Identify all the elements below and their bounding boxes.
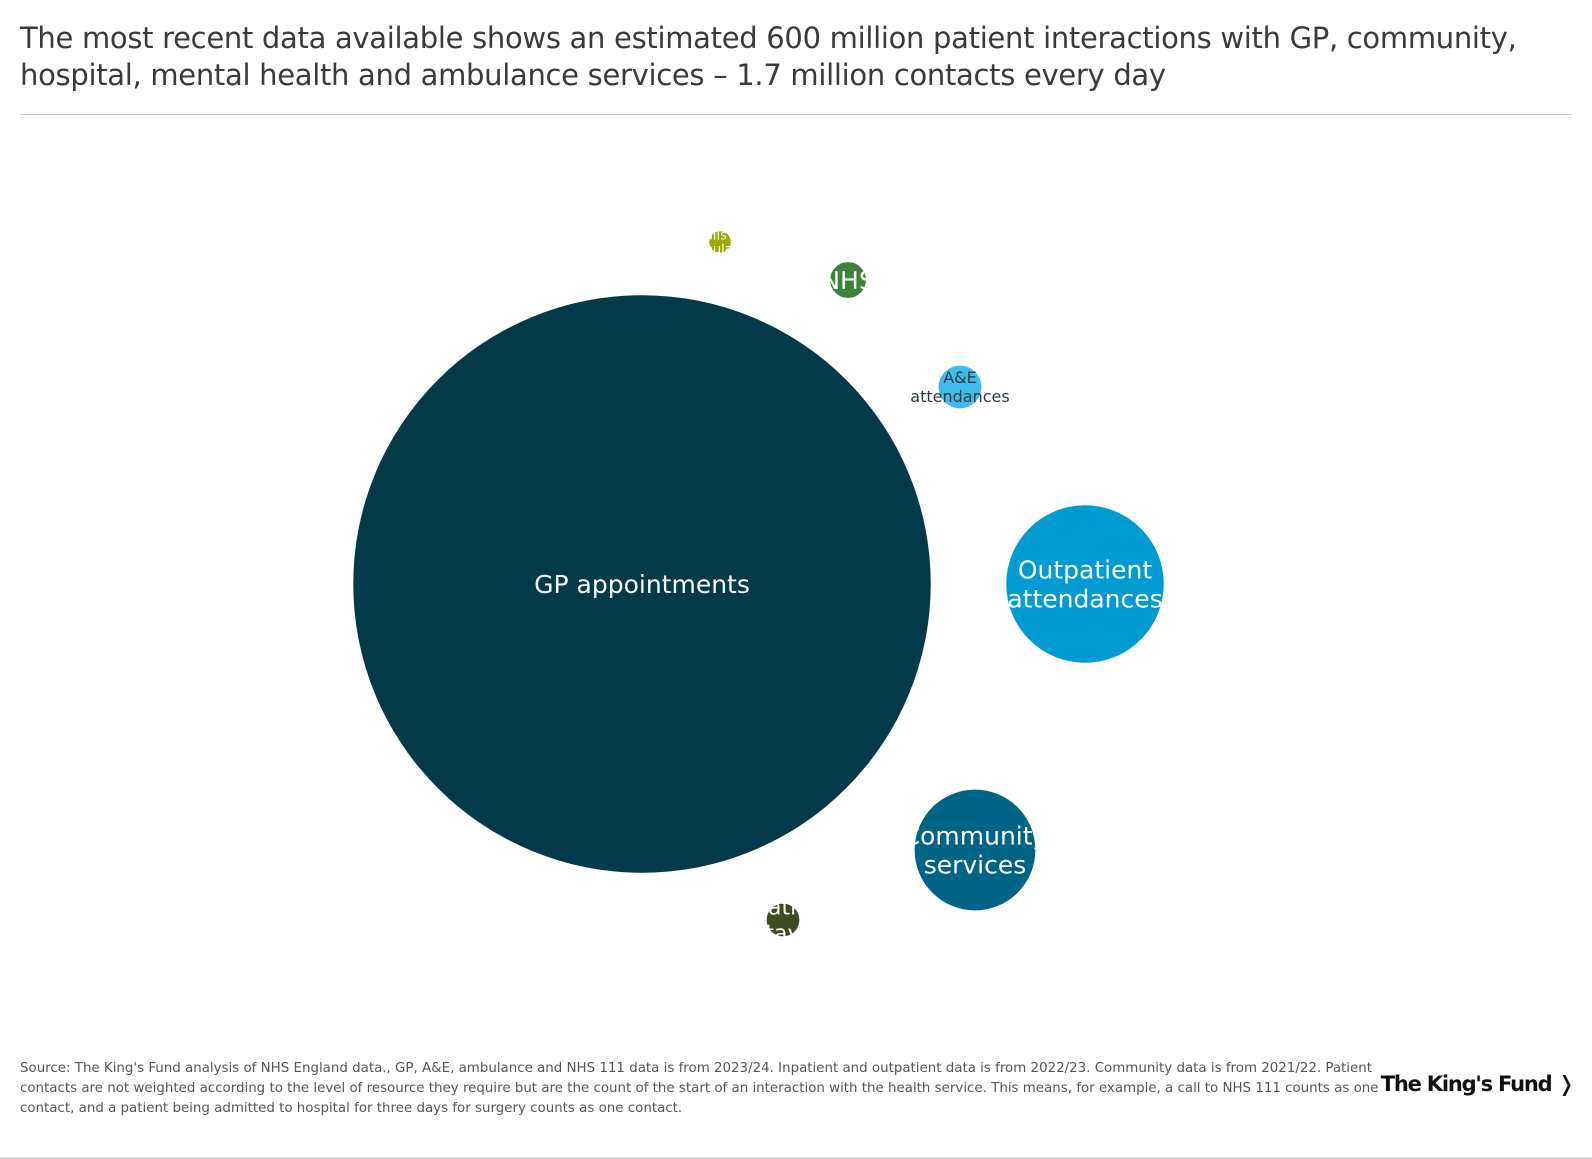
bubble-label-inpatient: stays [754,922,812,947]
bubble-label-ae: attendances [910,387,1009,406]
bubble-label-ambulance: ambulance [684,243,756,258]
bubble-circle-ae [938,365,982,409]
bubble-label-inpatient: Inpatient [734,896,833,921]
bubble-label-nhs111: Calls to [802,237,895,266]
bubble-label-gp: GP appointments [534,570,750,599]
bubble-circle-community [914,789,1036,911]
bubble-label-community: services [924,850,1027,879]
bubble-label-nhs111: NHS [821,266,874,295]
bubble-label-community: Community [903,821,1048,850]
bubble-circle-outpatient [1006,505,1164,663]
bubble-gp: GP appointments [353,295,931,873]
bubble-circle-inpatient [766,903,800,937]
bubble-label-ae: A&E [943,368,977,387]
bubble-circle-ambulance [709,231,731,253]
bubble-label-outpatient: Outpatient [1018,555,1152,584]
bubble-label-ambulance: Calls to [696,229,744,244]
chart-title: The most recent data available shows an … [20,21,1517,92]
bubble-label-nhs111: 111 [824,295,872,324]
title-divider [20,114,1572,115]
source-note: Source: The King's Fund analysis of NHS … [20,1061,1379,1116]
bubble-circle-gp [353,295,931,873]
kings-fund-logo: The King's Fund ❭ [1380,1072,1575,1096]
bubble-label-outpatient: attendances [1007,584,1162,613]
bottom-divider [0,1157,1592,1159]
bubble-circle-nhs111 [830,262,866,298]
